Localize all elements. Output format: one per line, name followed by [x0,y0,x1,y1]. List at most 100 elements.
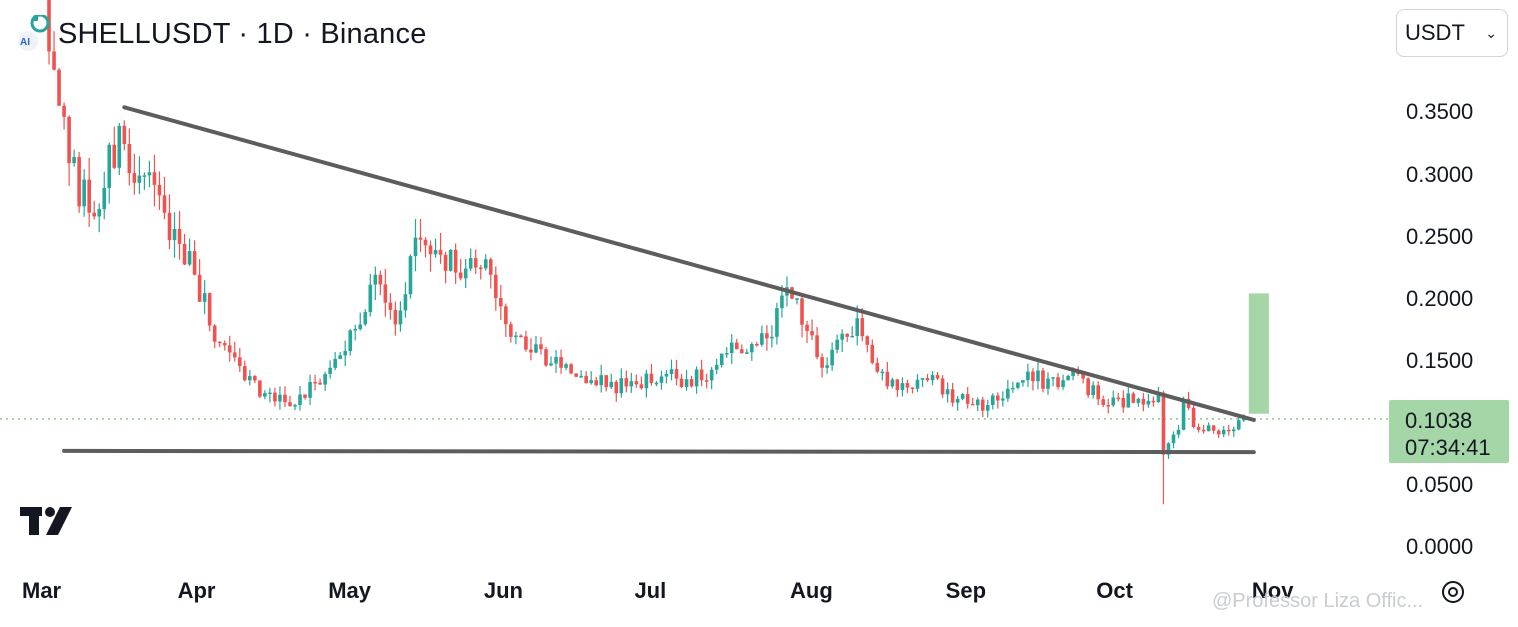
candle-body [72,156,76,164]
currency-select[interactable]: USDT ⌄ [1396,9,1508,57]
candle-body [448,249,453,271]
candle-body [67,116,71,164]
candle-body [860,318,865,337]
candle-body [1136,398,1141,403]
candle-body [579,375,583,378]
candle-body [549,363,553,366]
candle-body [724,353,729,355]
candle-body [308,381,312,398]
candle-body [323,373,327,385]
candle-body [1081,374,1085,379]
candle-body [1156,392,1161,403]
time-tick-label: Apr [177,578,216,603]
candle-body [644,373,649,389]
candle-body [795,298,799,300]
candle-body [835,339,839,350]
candle-body [960,394,965,399]
candle-body [940,378,945,395]
candle-body [529,349,533,353]
candle-body [1006,388,1010,399]
candle-body [845,333,849,337]
candle-body [820,357,824,368]
candle-body [780,295,784,309]
candle-body [353,329,358,331]
candle-body [1161,392,1166,455]
candle-body [985,405,990,411]
candle-body [755,343,759,346]
price-tick-label: 0.0500 [1406,471,1474,497]
support-line[interactable] [62,448,1256,455]
candle-body [996,395,1000,401]
candle-body [453,249,458,273]
candle-body [1016,382,1020,388]
candle-body [554,357,558,364]
candle-body [142,175,147,177]
candle-body [910,387,915,390]
candle-body [187,251,192,265]
candle-body [719,353,724,365]
candle-body [1036,370,1040,382]
candle-body [1236,420,1241,430]
candle-body [709,369,714,381]
candle-body [268,392,272,395]
candle-body [870,344,875,363]
candle-body [313,381,317,384]
candle-body [348,330,353,351]
candle-body [1211,425,1216,431]
candle-body [955,398,960,403]
candle-body [920,378,925,380]
candle-body [1051,377,1055,379]
candle-body [1131,393,1136,403]
candle-body [980,399,985,411]
candle-body [1021,380,1025,383]
candle-body [102,187,107,210]
candle-body [112,144,117,168]
candle-body [438,249,443,255]
candle-body [1206,425,1211,432]
candle-body [649,373,654,383]
candle-body [1176,429,1181,435]
candle-body [473,258,478,268]
candle-body [1121,397,1126,408]
candle-body [905,383,910,388]
candle-body [1221,429,1226,435]
candle-body [328,367,332,374]
candle-body [760,333,764,345]
candle-body [167,212,172,241]
price-tick-label: 0.2500 [1406,223,1474,249]
candle-body [1166,443,1171,455]
candle-body [378,274,383,285]
candle-body [253,376,257,381]
candle-body [488,259,493,275]
candle-body [273,392,277,402]
last-price-value: 0.1038 [1405,408,1473,433]
candle-body [368,284,373,313]
candle-body [569,364,573,374]
candle-body [1146,400,1151,405]
time-tick-label: Sep [945,578,987,603]
candle-body [930,375,935,381]
candle-body [684,379,689,387]
candle-body [293,405,297,407]
time-tick-label: Nov [1251,578,1294,603]
time-tick-label: Aug [790,578,833,603]
candle-body [524,336,528,350]
tradingview-logo-icon[interactable] [20,505,84,537]
candle-body [1056,377,1060,387]
candle-body [654,382,659,385]
candle-body [810,331,814,336]
candle-body [825,365,829,368]
candle-body [514,335,518,338]
settings-icon[interactable] [1438,577,1468,607]
candle-body [298,394,302,406]
candle-body [283,394,287,403]
candle-body [900,383,905,391]
candle-body [217,341,222,344]
candle-body [1001,398,1005,401]
price-tick-label: 0.3000 [1406,161,1474,187]
candle-body [1086,378,1090,396]
candle-body [734,342,739,350]
descending-trendline[interactable] [122,105,1256,422]
last-price-tag: 0.1038 07:34:41 [1389,400,1509,463]
